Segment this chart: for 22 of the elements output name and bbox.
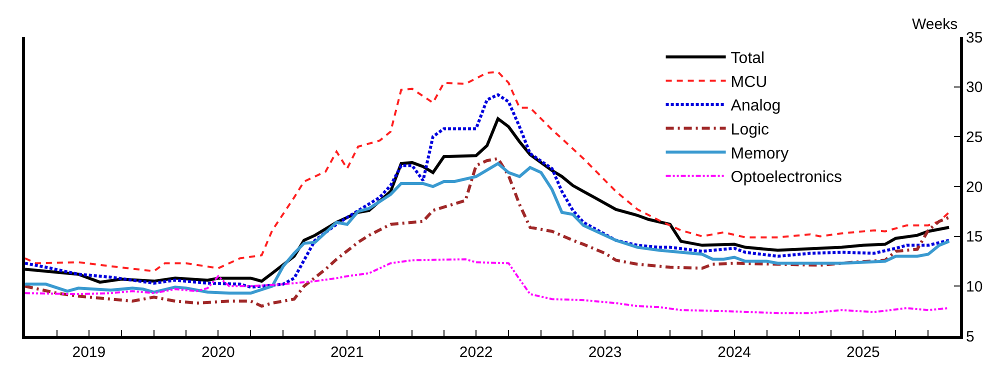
line-series <box>25 70 950 272</box>
x-tick-label: 2025 <box>846 344 880 361</box>
legend-label: Logic <box>730 122 770 139</box>
y-tick-label: 20 <box>966 178 983 196</box>
x-tick-label: 2021 <box>330 344 364 361</box>
legend-label: Total <box>730 50 765 68</box>
legend-label: Memory <box>730 145 789 162</box>
y-tick-label: 30 <box>966 79 983 96</box>
y-tick-label: 35 <box>966 29 983 46</box>
y-tick-label: 5 <box>966 328 974 346</box>
y-tick-label: 10 <box>966 278 983 296</box>
x-tick-label: 2022 <box>459 344 493 361</box>
y-axis-title: Weeks <box>912 16 958 33</box>
x-tick-label: 2020 <box>202 344 235 361</box>
x-tick-label: 2019 <box>72 344 106 361</box>
legend-label: Optoelectronics <box>730 169 842 186</box>
legend-label: MCU <box>730 74 768 91</box>
x-tick-label: 2023 <box>588 344 622 361</box>
y-tick-label: 25 <box>966 128 983 146</box>
x-tick-label: 2024 <box>718 344 751 361</box>
y-tick-label: 15 <box>966 228 983 246</box>
legend-label: Analog <box>730 98 781 115</box>
